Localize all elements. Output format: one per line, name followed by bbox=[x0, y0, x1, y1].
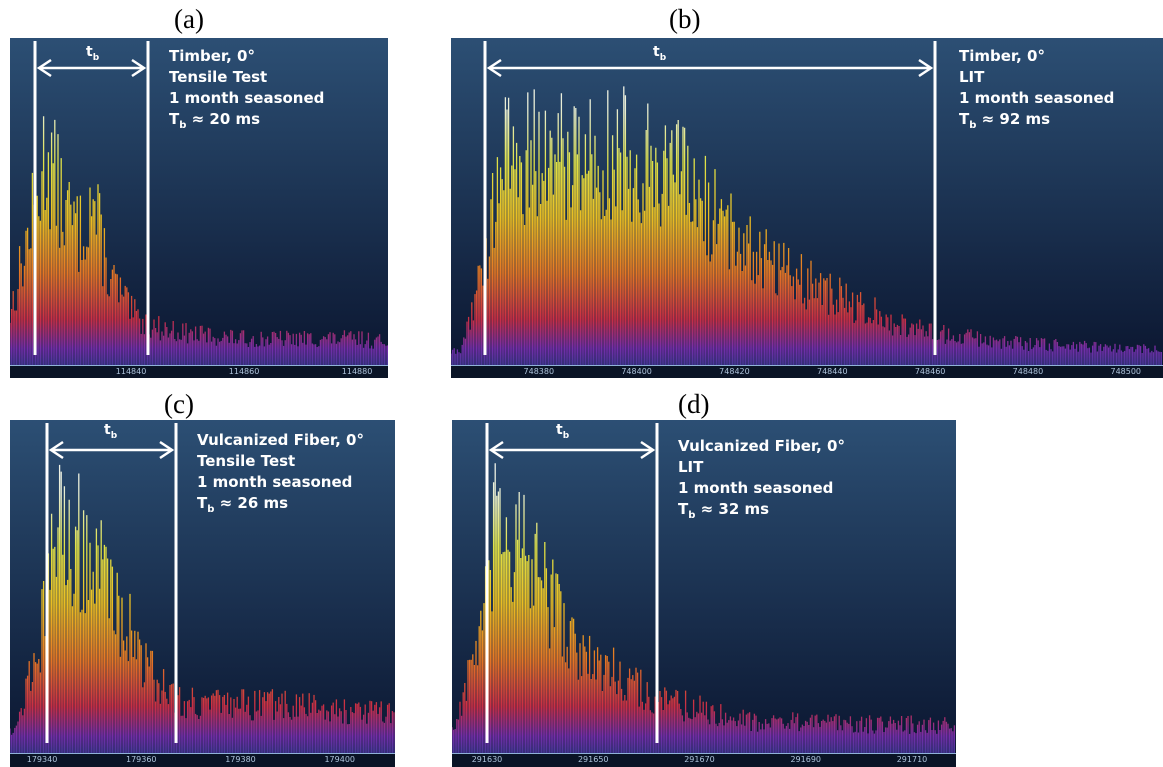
annotation-line-3: 1 month seasoned bbox=[959, 89, 1115, 107]
annotation-line-2: Tensile Test bbox=[169, 68, 268, 86]
x-tick-label: 114860 bbox=[229, 367, 260, 376]
chart-c: 179340 179360 179380 179400 tb Vulcanized F… bbox=[10, 420, 395, 767]
x-tick-label: 748420 bbox=[719, 367, 750, 376]
chart-a: 114840 114860 114880 tb Timber, 0° Tensile… bbox=[10, 38, 388, 378]
spectrum-series bbox=[10, 116, 388, 365]
annotation-line-4: Tb ≈ 20 ms bbox=[169, 110, 261, 131]
tb-label: tb bbox=[653, 44, 667, 63]
arrowhead-right bbox=[918, 58, 934, 78]
panel-label-b: (b) bbox=[669, 4, 701, 34]
annotation-line-1: Vulcanized Fiber, 0° bbox=[197, 431, 364, 449]
x-tick-label: 748380 bbox=[524, 367, 555, 376]
annotation-line-4: Tb ≈ 26 ms bbox=[197, 494, 289, 515]
x-tick-label: 748500 bbox=[1110, 367, 1141, 376]
panel-label-d: (d) bbox=[678, 389, 710, 419]
annotation-line-2: LIT bbox=[959, 68, 985, 86]
chart-d: 291630 291650 291670 291690 291710 tb Vulcan… bbox=[452, 420, 956, 767]
arrowhead-left bbox=[48, 440, 64, 460]
arrowhead-left bbox=[486, 58, 502, 78]
x-tick-label: 748480 bbox=[1013, 367, 1044, 376]
annotation: Vulcanized Fiber, 0° LIT 1 month seasone… bbox=[678, 436, 845, 526]
annotation-line-3: 1 month seasoned bbox=[678, 479, 834, 497]
x-axis-bar bbox=[451, 365, 1163, 378]
x-axis-bar bbox=[10, 753, 395, 767]
x-tick-label: 114880 bbox=[342, 367, 373, 376]
x-tick-label: 179380 bbox=[225, 755, 256, 764]
annotation-line-2: Tensile Test bbox=[197, 452, 296, 470]
arrowhead-right bbox=[640, 440, 656, 460]
chart-b: 748380 748400 748420 748440 748460 748480 7485… bbox=[451, 38, 1163, 378]
annotation: Timber, 0° Tensile Test 1 month seasoned… bbox=[169, 46, 324, 136]
x-tick-label: 114840 bbox=[116, 367, 147, 376]
spectrum-series bbox=[451, 86, 1163, 365]
panel-label-c: (c) bbox=[164, 389, 194, 419]
annotation-line-1: Timber, 0° bbox=[959, 47, 1045, 65]
panel-label-a: (a) bbox=[174, 4, 204, 34]
x-tick-label: 291670 bbox=[684, 755, 715, 764]
tb-label: tb bbox=[104, 422, 118, 441]
plot-background bbox=[452, 420, 956, 753]
x-tick-label: 748460 bbox=[915, 367, 946, 376]
x-tick-label: 748400 bbox=[621, 367, 652, 376]
x-tick-label: 179360 bbox=[126, 755, 157, 764]
arrowhead-left bbox=[36, 58, 52, 78]
tb-label: tb bbox=[556, 422, 570, 441]
annotation: Timber, 0° LIT 1 month seasoned Tb ≈ 92 … bbox=[959, 46, 1114, 136]
plot-svg: 179340 179360 179380 179400 bbox=[10, 420, 395, 767]
tb-label: tb bbox=[86, 44, 100, 63]
annotation-line-2: LIT bbox=[678, 458, 704, 476]
x-tick-label: 179340 bbox=[27, 755, 58, 764]
arrowhead-right bbox=[131, 58, 147, 78]
plot-svg: 748380 748400 748420 748440 748460 748480 7485… bbox=[451, 38, 1163, 378]
annotation-line-1: Timber, 0° bbox=[169, 47, 255, 65]
x-tick-label: 291650 bbox=[578, 755, 609, 764]
annotation-line-4: Tb ≈ 92 ms bbox=[959, 110, 1051, 131]
annotation-line-3: 1 month seasoned bbox=[169, 89, 325, 107]
plot-svg: 291630 291650 291670 291690 291710 bbox=[452, 420, 956, 767]
x-tick-label: 179400 bbox=[324, 755, 355, 764]
arrowhead-right bbox=[159, 440, 175, 460]
x-axis-bar bbox=[10, 365, 388, 378]
annotation-line-4: Tb ≈ 32 ms bbox=[678, 500, 770, 521]
annotation: Vulcanized Fiber, 0° Tensile Test 1 mont… bbox=[197, 430, 364, 520]
arrowhead-left bbox=[488, 440, 504, 460]
x-tick-label: 291630 bbox=[472, 755, 503, 764]
plot-svg: 114840 114860 114880 bbox=[10, 38, 388, 378]
x-axis-bar bbox=[452, 753, 956, 767]
x-tick-label: 748440 bbox=[817, 367, 848, 376]
annotation-line-1: Vulcanized Fiber, 0° bbox=[678, 437, 845, 455]
annotation-line-3: 1 month seasoned bbox=[197, 473, 353, 491]
x-tick-label: 291690 bbox=[790, 755, 821, 764]
x-tick-label: 291710 bbox=[897, 755, 928, 764]
